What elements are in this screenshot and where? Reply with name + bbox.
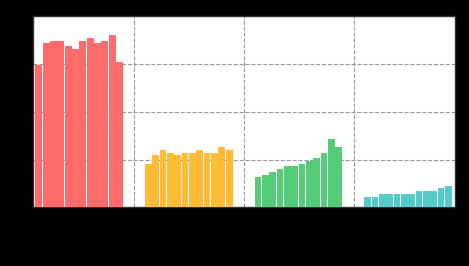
Bar [438,188,445,207]
Bar [401,194,408,207]
Bar [328,139,335,207]
Bar [262,175,269,207]
Bar [152,156,159,207]
Bar [182,153,189,207]
Bar [269,172,276,207]
Bar [57,41,64,207]
Bar [197,150,203,207]
Bar [306,161,313,207]
Bar [313,158,320,207]
Bar [408,194,415,207]
Bar [160,150,166,207]
Bar [386,194,393,207]
Bar [72,49,79,207]
Bar [87,38,93,207]
Bar [43,43,50,207]
Bar [79,41,86,207]
Bar [65,46,71,207]
Bar [321,153,327,207]
Bar [116,63,123,207]
Bar [445,186,452,207]
Bar [423,191,430,207]
Bar [219,147,225,207]
Bar [299,164,305,207]
Bar [226,150,233,207]
Bar [145,164,152,207]
Bar [94,43,101,207]
Bar [36,65,42,207]
Bar [255,177,261,207]
Bar [335,147,342,207]
Bar [284,167,291,207]
Bar [211,153,218,207]
Bar [364,197,371,207]
Bar [291,167,298,207]
Bar [393,194,401,207]
Bar [379,194,386,207]
Bar [277,169,283,207]
Bar [204,153,211,207]
Bar [189,153,196,207]
Bar [416,191,423,207]
Bar [109,35,115,207]
Bar [50,41,57,207]
Bar [174,156,181,207]
Bar [167,153,174,207]
Bar [371,197,378,207]
Bar [431,191,437,207]
Bar [101,41,108,207]
